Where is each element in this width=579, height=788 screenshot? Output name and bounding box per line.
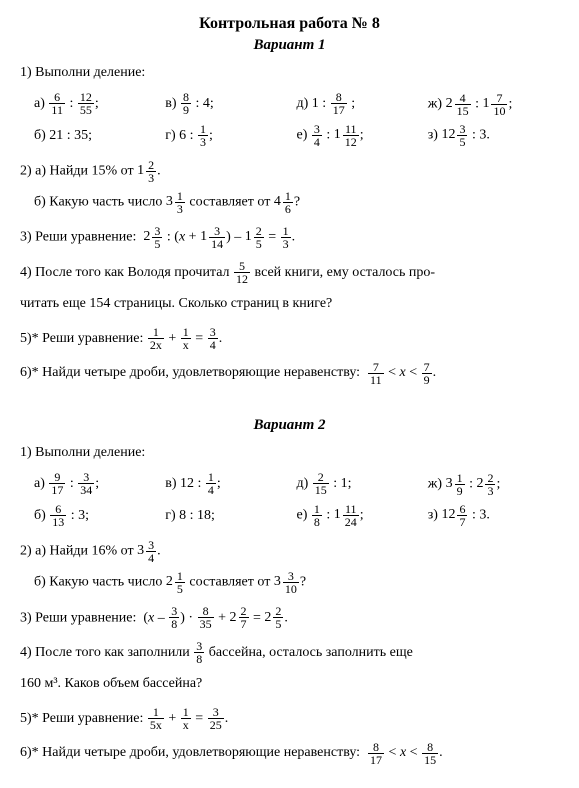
v2-1d: д) 215 : 1; xyxy=(297,469,428,500)
v2-1v: в) 12 : 14; xyxy=(165,469,296,500)
v1-1zh: ж) 2415 : 1710; xyxy=(428,89,559,120)
task-text: 1) Выполни деление: xyxy=(20,438,559,469)
v2-1b: б) 613 : 3; xyxy=(34,501,165,532)
v1-1g: г) 6 : 13; xyxy=(165,121,296,152)
task-text: 1) Выполни деление: xyxy=(20,58,559,89)
v2-1e: е) 18 : 11124; xyxy=(297,500,428,531)
v1-1a: а) 611 : 1255; xyxy=(34,89,165,120)
v2-task6: 6)* Найди четыре дроби, удовлетворяющие … xyxy=(20,738,559,769)
v2-1zh: ж) 319 : 223; xyxy=(428,469,559,500)
v2-task5: 5)* Реши уравнение: 15x + 1x = 325. xyxy=(20,704,559,735)
v2-task1: 1) Выполни деление: а) 917 : 334; в) 12 … xyxy=(20,438,559,532)
v1-task3: 3) Реши уравнение: 235 : (x + 1314) – 12… xyxy=(20,222,559,253)
page-title: Контрольная работа № 8 xyxy=(20,15,559,33)
v1-task1: 1) Выполни деление: а) 611 : 1255; в) 89… xyxy=(20,58,559,152)
v1-1e: е) 34 : 11112; xyxy=(297,120,428,151)
v2-1g: г) 8 : 18; xyxy=(165,501,296,532)
v1-1v: в) 89 : 4; xyxy=(165,89,296,120)
v1-task6: 6)* Найди четыре дроби, удовлетворяющие … xyxy=(20,358,559,389)
v1-1b: б) 21 : 35; xyxy=(34,121,165,152)
v2-task4: 4) После того как заполнили 38 бассейна,… xyxy=(20,638,559,700)
v2-task3: 3) Реши уравнение: (x – 38) · 835 + 227 … xyxy=(20,603,559,634)
v2-1a: а) 917 : 334; xyxy=(34,469,165,500)
v1-task2: 2) а) Найди 15% от 123. б) Какую часть ч… xyxy=(20,156,559,219)
v1-1d: д) 1 : 817 ; xyxy=(297,89,428,120)
variant-2-title: Вариант 2 xyxy=(20,417,559,434)
v2-task2: 2) а) Найди 16% от 334. б) Какую часть ч… xyxy=(20,536,559,599)
v2-1z: з) 1267 : 3. xyxy=(428,500,559,531)
variant-1-title: Вариант 1 xyxy=(20,37,559,54)
v1-task5: 5)* Реши уравнение: 12x + 1x = 34. xyxy=(20,324,559,355)
v1-1z: з) 1235 : 3. xyxy=(428,120,559,151)
v1-task4: 4) После того как Володя прочитал 512 вс… xyxy=(20,258,559,320)
